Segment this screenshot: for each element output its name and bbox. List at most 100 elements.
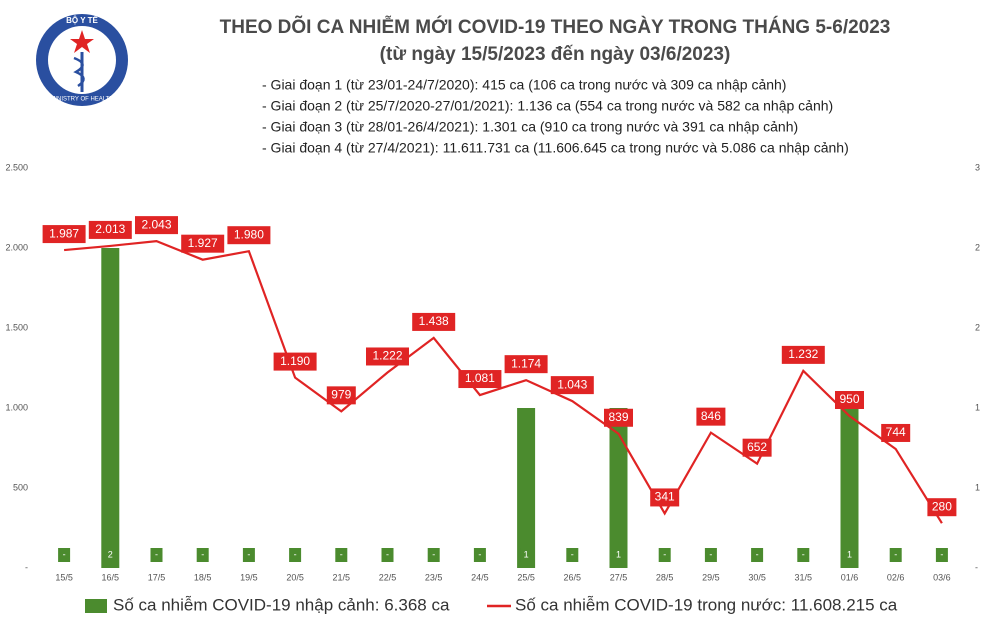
value-label-bg xyxy=(366,347,409,366)
x-tick-label: 16/5 xyxy=(102,572,120,582)
bar-label-bg xyxy=(658,548,671,562)
value-label-bg xyxy=(412,312,456,331)
bar-label: 2 xyxy=(108,549,113,559)
y-tick-label: 2.000 xyxy=(5,242,28,252)
bar-label: - xyxy=(756,549,759,559)
bar-label-bg xyxy=(704,548,717,562)
bar-label: - xyxy=(63,549,66,559)
value-label: 1.438 xyxy=(419,314,449,328)
bar-label-bg xyxy=(196,548,209,562)
bar-label: - xyxy=(663,549,666,559)
y2-tick-label: 3 xyxy=(975,162,980,172)
x-tick-label: 26/5 xyxy=(564,572,582,582)
x-tick-label: 17/5 xyxy=(148,572,166,582)
bar-label-bg xyxy=(473,548,486,562)
legend-swatch xyxy=(85,599,107,613)
x-tick-label: 29/5 xyxy=(702,572,720,582)
value-label-bg xyxy=(227,226,271,245)
value-label: 1.043 xyxy=(557,377,587,391)
value-label-bg xyxy=(88,220,132,239)
value-label: 839 xyxy=(608,410,628,424)
logo-bottom: MINISTRY OF HEALTH xyxy=(50,97,113,103)
y-tick-label: 1.000 xyxy=(5,402,28,412)
bar-label: - xyxy=(432,549,435,559)
x-tick-label: 22/5 xyxy=(379,572,397,582)
annotation: - Giai đoạn 3 (từ 28/01-26/4/2021): 1.30… xyxy=(262,119,798,135)
annotation: - Giai đoạn 1 (từ 23/01-24/7/2020): 415 … xyxy=(262,77,786,93)
value-label-bg xyxy=(742,438,772,457)
value-label: 1.927 xyxy=(188,236,218,250)
bar-label: - xyxy=(894,549,897,559)
x-tick-label: 23/5 xyxy=(425,572,443,582)
value-label: 341 xyxy=(655,490,675,504)
bar xyxy=(517,408,536,568)
bar-label: - xyxy=(802,549,805,559)
value-label-bg xyxy=(458,370,502,389)
y2-tick-label: 1 xyxy=(975,402,980,412)
x-tick-label: 18/5 xyxy=(194,572,212,582)
y2-tick-label: 1 xyxy=(975,482,980,492)
value-label-bg xyxy=(273,352,317,371)
x-tick-label: 24/5 xyxy=(471,572,489,582)
y-tick-label: 2.500 xyxy=(5,162,28,172)
logo-star xyxy=(70,30,94,53)
value-label-bg xyxy=(927,498,957,517)
bar-label: - xyxy=(478,549,481,559)
bar-label-bg xyxy=(58,548,71,562)
y2-tick-label: 2 xyxy=(975,322,980,332)
y2-tick-label: - xyxy=(975,562,978,572)
x-tick-label: 20/5 xyxy=(286,572,304,582)
x-tick-label: 28/5 xyxy=(656,572,674,582)
bar-label-bg xyxy=(242,548,255,562)
bar-label-bg xyxy=(889,548,902,562)
bar-label-bg xyxy=(797,548,810,562)
value-label: 1.232 xyxy=(788,347,818,361)
legend-label: Số ca nhiễm COVID-19 trong nước: 11.608.… xyxy=(515,595,898,614)
value-label-bg xyxy=(650,488,680,507)
bar-label-bg xyxy=(104,548,117,562)
y-tick-label: 500 xyxy=(13,482,28,492)
bar-label: - xyxy=(709,549,712,559)
x-tick-label: 27/5 xyxy=(610,572,628,582)
value-label-bg xyxy=(550,376,594,395)
x-tick-label: 01/6 xyxy=(841,572,859,582)
y-tick-label: - xyxy=(25,562,28,572)
value-label: 2.043 xyxy=(141,217,171,231)
y2-tick-label: 2 xyxy=(975,242,980,252)
value-label: 1.190 xyxy=(280,354,310,368)
value-label: 280 xyxy=(932,499,952,513)
bar-label-bg xyxy=(612,548,625,562)
value-label: 846 xyxy=(701,409,721,423)
bar-label: 1 xyxy=(616,549,621,559)
value-label-bg xyxy=(181,234,225,253)
x-tick-label: 19/5 xyxy=(240,572,258,582)
line xyxy=(64,239,943,524)
value-label-bg xyxy=(42,225,86,244)
bar-label: 1 xyxy=(847,549,852,559)
logo: BỘ Y TẾ MINISTRY OF HEALTH xyxy=(36,14,128,106)
value-label-bg xyxy=(781,345,825,364)
bar-label-bg xyxy=(381,548,394,562)
bar-label: 1 xyxy=(524,549,529,559)
bar-label: - xyxy=(155,549,158,559)
value-label: 1.987 xyxy=(49,226,79,240)
value-label-bg xyxy=(835,391,864,409)
bar-label-bg xyxy=(935,548,948,562)
value-label-bg xyxy=(881,423,911,442)
legend-label: Số ca nhiễm COVID-19 nhập cảnh: 6.368 ca xyxy=(113,595,450,614)
bar-label-bg xyxy=(427,548,440,562)
value-label-bg xyxy=(135,216,178,235)
bar-label: - xyxy=(571,549,574,559)
chart-title: THEO DÕI CA NHIỄM MỚI COVID-19 THEO NGÀY… xyxy=(220,16,891,38)
value-label: 950 xyxy=(839,392,859,406)
bar xyxy=(609,408,628,568)
bar-label-bg xyxy=(843,548,856,562)
value-label: 1.980 xyxy=(234,227,264,241)
value-label: 1.222 xyxy=(372,349,402,363)
value-label: 979 xyxy=(331,388,351,402)
value-label-bg xyxy=(696,407,726,426)
bar xyxy=(101,248,120,568)
x-tick-label: 25/5 xyxy=(517,572,535,582)
value-label-bg xyxy=(326,386,356,405)
